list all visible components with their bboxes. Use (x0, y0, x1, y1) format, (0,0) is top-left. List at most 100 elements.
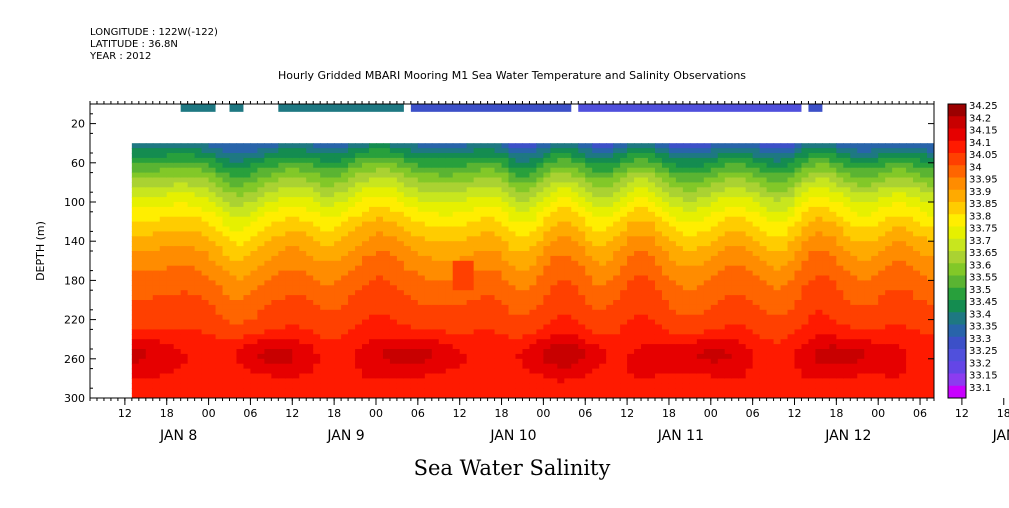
salinity-cell (564, 182, 572, 188)
salinity-cell (494, 202, 503, 208)
salinity-cell (452, 334, 461, 340)
salinity-cell (438, 187, 447, 193)
salinity-cell (487, 270, 496, 277)
salinity-cell (327, 241, 335, 247)
salinity-cell (369, 373, 377, 379)
salinity-cell (438, 363, 447, 370)
salinity-cell (382, 378, 391, 384)
salinity-cell (661, 216, 670, 223)
salinity-cell (327, 304, 335, 311)
salinity-cell (131, 393, 140, 398)
salinity-cell (173, 363, 182, 370)
salinity-cell (292, 157, 300, 164)
salinity-cell (257, 300, 265, 306)
salinity-cell (689, 206, 698, 213)
salinity-cell (236, 383, 245, 389)
salinity-cell (403, 275, 412, 281)
salinity-cell (529, 280, 538, 286)
salinity-cell (731, 373, 740, 379)
salinity-cell (159, 153, 168, 159)
salinity-cell (508, 324, 517, 330)
salinity-cell (222, 187, 231, 193)
salinity-cell (578, 221, 586, 228)
salinity-cell (634, 309, 642, 316)
salinity-cell (362, 344, 370, 350)
salinity-cell (675, 182, 684, 188)
salinity-cell (703, 216, 712, 223)
salinity-cell (131, 197, 140, 203)
salinity-cell (278, 153, 286, 159)
salinity-cell (752, 378, 761, 384)
salinity-cell (194, 157, 203, 164)
salinity-cell (543, 143, 551, 149)
salinity-cell (341, 334, 349, 340)
salinity-cell (138, 344, 147, 350)
salinity-cell (389, 231, 398, 237)
salinity-cell (648, 314, 656, 321)
salinity-cell (466, 393, 475, 398)
salinity-cell (759, 221, 768, 228)
salinity-cell (654, 314, 663, 321)
salinity-cell (543, 153, 551, 159)
salinity-cell (641, 236, 649, 242)
salinity-cell (327, 339, 335, 345)
salinity-cell (396, 358, 405, 365)
salinity-cell (341, 368, 349, 375)
salinity-cell (355, 300, 363, 306)
salinity-cell (606, 221, 614, 228)
salinity-cell (613, 167, 621, 174)
salinity-cell (696, 270, 705, 277)
salinity-cell (166, 167, 175, 174)
salinity-cell (327, 202, 335, 208)
salinity-cell (299, 329, 307, 335)
salinity-cell (445, 172, 454, 179)
salinity-cell (794, 363, 803, 370)
salinity-cell (327, 182, 335, 188)
salinity-cell (341, 251, 349, 257)
salinity-cell (243, 251, 252, 257)
salinity-cell (606, 285, 614, 291)
salinity-cell (159, 334, 168, 340)
salinity-cell (627, 167, 635, 174)
salinity-cell (264, 241, 272, 247)
salinity-cell (487, 143, 496, 149)
salinity-cell (529, 300, 538, 306)
salinity-cell (382, 349, 391, 355)
salinity-cell (641, 187, 649, 193)
salinity-cell (152, 221, 161, 228)
salinity-cell (606, 349, 614, 355)
salinity-cell (208, 393, 217, 398)
salinity-cell (634, 148, 642, 154)
salinity-cell (794, 241, 803, 247)
salinity-cell (766, 172, 775, 179)
salinity-cell (389, 202, 398, 208)
salinity-cell (696, 221, 705, 228)
salinity-cell (285, 187, 293, 193)
salinity-cell (634, 344, 642, 350)
salinity-cell (417, 260, 426, 267)
salinity-cell (389, 344, 398, 350)
salinity-cell (648, 270, 656, 277)
salinity-cell (634, 197, 642, 203)
salinity-cell (313, 393, 321, 398)
salinity-cell (641, 167, 649, 174)
salinity-cell (131, 226, 140, 232)
salinity-cell (480, 300, 489, 306)
salinity-cell (648, 295, 656, 301)
salinity-cell (382, 255, 391, 262)
salinity-cell (487, 192, 496, 198)
salinity-cell (159, 162, 168, 169)
salinity-cell (717, 197, 726, 203)
salinity-cell (515, 260, 524, 267)
salinity-cell (675, 187, 684, 193)
salinity-cell (369, 295, 377, 301)
salinity-cell (264, 300, 272, 306)
salinity-cell (166, 221, 175, 228)
salinity-cell (606, 295, 614, 301)
salinity-cell (320, 197, 328, 203)
salinity-cell (745, 339, 754, 345)
salinity-cell (599, 206, 607, 213)
salinity-cell (794, 349, 803, 355)
salinity-cell (278, 251, 286, 257)
salinity-cell (766, 167, 775, 174)
